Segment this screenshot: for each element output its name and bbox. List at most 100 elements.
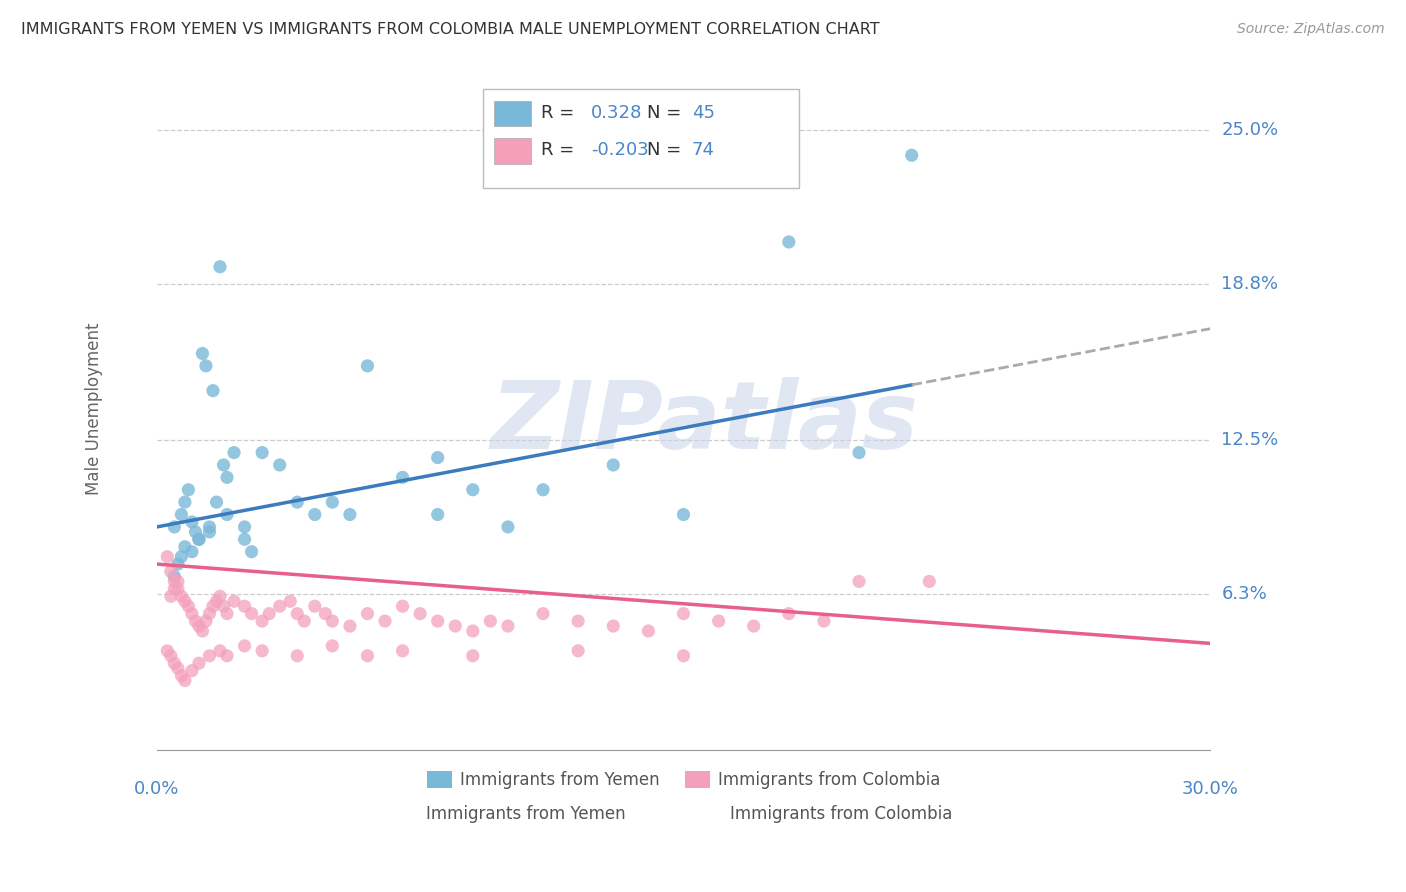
Point	[250, 644, 273, 658]
Point	[215, 648, 238, 663]
Point	[285, 648, 308, 663]
FancyBboxPatch shape	[484, 89, 800, 187]
Point	[461, 624, 484, 638]
Point	[356, 607, 378, 621]
Point	[212, 599, 235, 614]
Point	[187, 619, 209, 633]
Text: 0.328: 0.328	[591, 103, 643, 122]
Point	[918, 574, 941, 589]
Point	[567, 614, 589, 628]
Point	[187, 656, 209, 670]
Point	[160, 565, 183, 579]
Text: R =: R =	[541, 141, 575, 160]
Point	[339, 619, 361, 633]
Point	[426, 614, 449, 628]
FancyBboxPatch shape	[494, 101, 530, 127]
Point	[184, 614, 207, 628]
Point	[339, 508, 361, 522]
Point	[314, 607, 336, 621]
FancyBboxPatch shape	[494, 138, 530, 164]
Point	[215, 508, 238, 522]
Point	[180, 544, 202, 558]
Point	[900, 148, 922, 162]
Point	[602, 619, 624, 633]
Point	[304, 599, 326, 614]
Point	[187, 533, 209, 547]
Point	[461, 648, 484, 663]
Point	[163, 574, 186, 589]
Point	[208, 260, 231, 274]
Point	[321, 614, 343, 628]
Point	[496, 619, 519, 633]
Point	[356, 648, 378, 663]
Point	[444, 619, 467, 633]
Text: 12.5%: 12.5%	[1222, 431, 1278, 450]
Point	[170, 549, 193, 564]
Point	[285, 607, 308, 621]
Point	[461, 483, 484, 497]
Point	[163, 569, 186, 583]
Point	[174, 673, 197, 688]
Point	[170, 668, 193, 682]
Point	[778, 607, 800, 621]
Point	[409, 607, 432, 621]
Point	[426, 508, 449, 522]
Text: 0.0%: 0.0%	[134, 780, 180, 798]
Point	[198, 607, 221, 621]
Point	[177, 599, 200, 614]
Point	[391, 644, 413, 658]
Point	[222, 594, 245, 608]
Legend: Immigrants from Yemen, Immigrants from Colombia: Immigrants from Yemen, Immigrants from C…	[420, 764, 948, 796]
Point	[170, 589, 193, 603]
Point	[177, 483, 200, 497]
Point	[156, 549, 179, 564]
Point	[672, 648, 695, 663]
Point	[233, 520, 256, 534]
Point	[304, 508, 326, 522]
Point	[222, 445, 245, 459]
Point	[194, 359, 217, 373]
Text: N =: N =	[647, 103, 681, 122]
Point	[374, 614, 396, 628]
Point	[250, 614, 273, 628]
Text: Male Unemployment: Male Unemployment	[86, 323, 103, 495]
Point	[257, 607, 280, 621]
Point	[848, 574, 870, 589]
Point	[205, 594, 228, 608]
Point	[170, 508, 193, 522]
Point	[212, 458, 235, 472]
Point	[479, 614, 502, 628]
Point	[160, 589, 183, 603]
Point	[180, 515, 202, 529]
Text: R =: R =	[541, 103, 575, 122]
Point	[567, 644, 589, 658]
Point	[201, 599, 224, 614]
Point	[167, 582, 190, 596]
Point	[191, 624, 214, 638]
Point	[285, 495, 308, 509]
Point	[269, 458, 291, 472]
Point	[167, 574, 190, 589]
Point	[496, 520, 519, 534]
Point	[742, 619, 765, 633]
Point	[174, 540, 197, 554]
Point	[191, 346, 214, 360]
Point	[813, 614, 835, 628]
Point	[201, 384, 224, 398]
Text: N =: N =	[647, 141, 681, 160]
Point	[167, 557, 190, 571]
Point	[269, 599, 291, 614]
Text: -0.203: -0.203	[591, 141, 648, 160]
Point	[180, 664, 202, 678]
Point	[672, 607, 695, 621]
Point	[180, 607, 202, 621]
Point	[356, 359, 378, 373]
Point	[321, 495, 343, 509]
Point	[233, 533, 256, 547]
Point	[531, 607, 554, 621]
Text: Immigrants from Yemen: Immigrants from Yemen	[426, 805, 626, 823]
Point	[391, 599, 413, 614]
Point	[707, 614, 730, 628]
Point	[278, 594, 301, 608]
Text: IMMIGRANTS FROM YEMEN VS IMMIGRANTS FROM COLOMBIA MALE UNEMPLOYMENT CORRELATION : IMMIGRANTS FROM YEMEN VS IMMIGRANTS FROM…	[21, 22, 880, 37]
